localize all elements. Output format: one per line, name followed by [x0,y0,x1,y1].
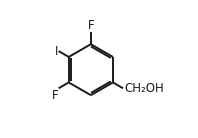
Text: F: F [88,19,94,32]
Text: CH₂OH: CH₂OH [124,82,164,95]
Text: I: I [55,45,58,58]
Text: F: F [51,89,58,102]
